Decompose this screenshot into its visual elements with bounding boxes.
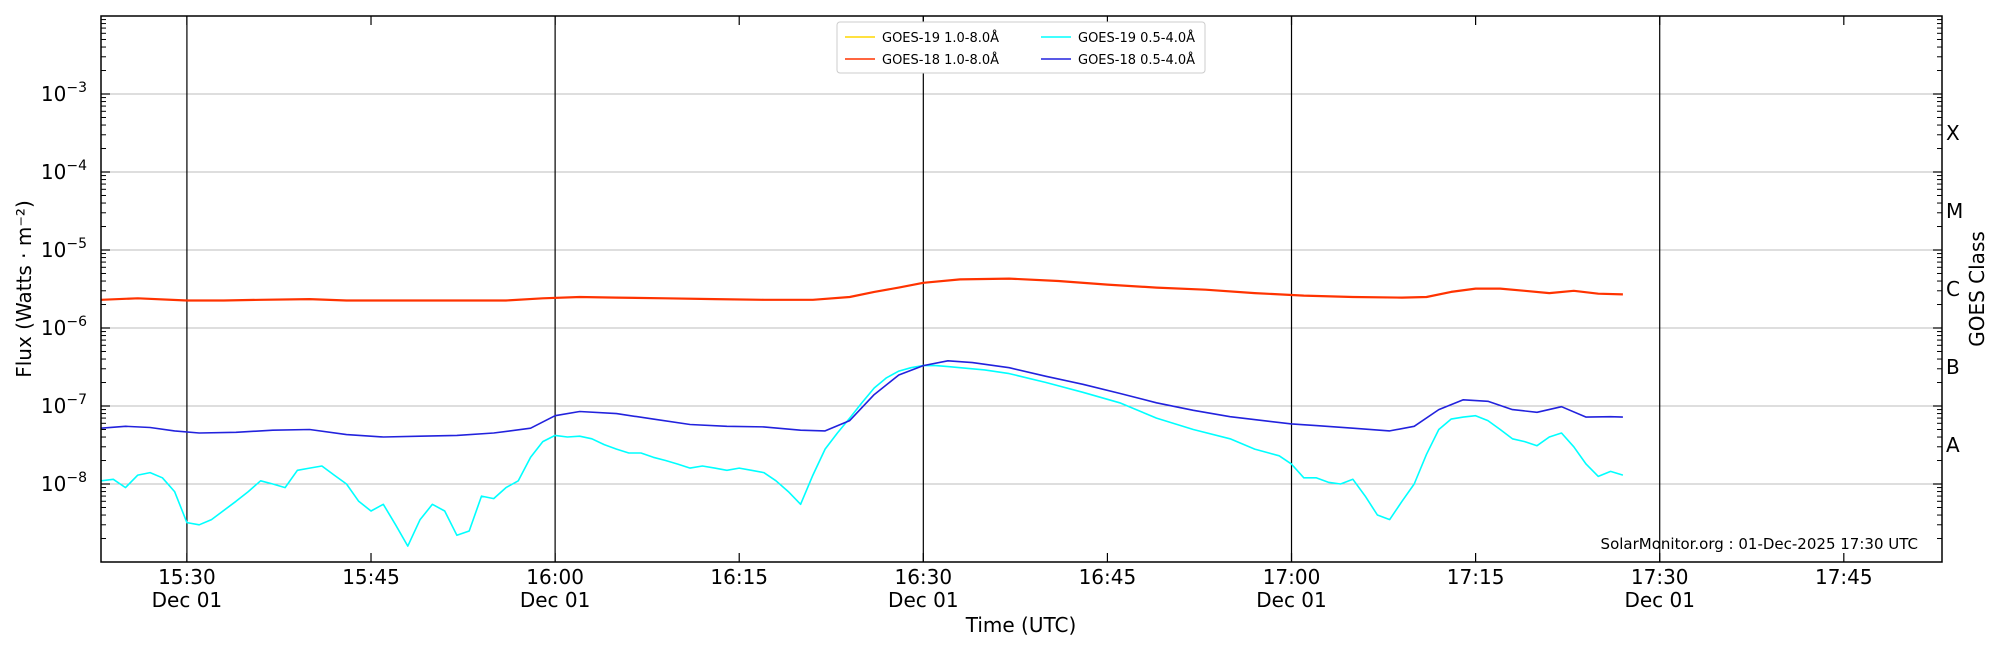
y-axis-title: Flux (Watts · m⁻²) [12,200,36,378]
series-line [100,277,1623,302]
x-tick-label: 15:45 [342,565,400,589]
legend: GOES-19 1.0-8.0Å GOES-18 1.0-8.0Å GOES-19 … [836,21,1206,74]
series-lines [100,277,1624,547]
x-tick-label: 16:30 [894,565,952,589]
x-tick-label: 16:15 [710,565,768,589]
axis-ticks [101,16,1942,562]
x-tick-date-label: Dec 01 [1256,588,1327,612]
plot-frame [100,15,1943,563]
right-axis-title: GOES Class [1965,231,1989,347]
goes-class-label: X [1946,121,1960,145]
legend-label: GOES-18 1.0-8.0Å [882,52,999,68]
x-tick-label: 17:15 [1447,565,1505,589]
x-tick-label: 15:30 [158,565,216,589]
y-tick-label: 10−5 [41,236,87,262]
legend-box [836,21,1206,74]
x-tick-label: 16:45 [1079,565,1137,589]
x-tick-label: 17:45 [1815,565,1873,589]
goes-class-label: B [1946,355,1960,379]
grid-lines [101,93,1942,485]
series-line [100,364,1624,547]
y-tick-label: 10−6 [41,314,87,340]
x-tick-label: 17:30 [1631,565,1689,589]
major-time-lines [186,16,1661,562]
legend-entries: GOES-19 1.0-8.0Å GOES-18 1.0-8.0Å GOES-19 … [845,30,1195,68]
x-tick-date-label: Dec 01 [1624,588,1695,612]
legend-label: GOES-18 0.5-4.0Å [1078,52,1195,68]
x-tick-date-label: Dec 01 [152,588,223,612]
y-tick-label: 10−3 [41,80,87,106]
x-tick-date-label: Dec 01 [888,588,959,612]
series-line [100,359,1623,438]
x-tick-label: 16:00 [526,565,584,589]
goes-class-label: C [1946,277,1960,301]
x-tick-label: 17:00 [1263,565,1321,589]
legend-label: GOES-19 0.5-4.0Å [1078,30,1195,46]
goes-class-label: A [1946,433,1960,457]
x-axis-title: Time (UTC) [965,613,1077,637]
x-tick-date-label: Dec 01 [520,588,591,612]
legend-label: GOES-19 1.0-8.0Å [882,30,999,46]
credit-text: SolarMonitor.org : 01-Dec-2025 17:30 UTC [1601,535,1918,553]
goes-class-label: M [1946,199,1963,223]
